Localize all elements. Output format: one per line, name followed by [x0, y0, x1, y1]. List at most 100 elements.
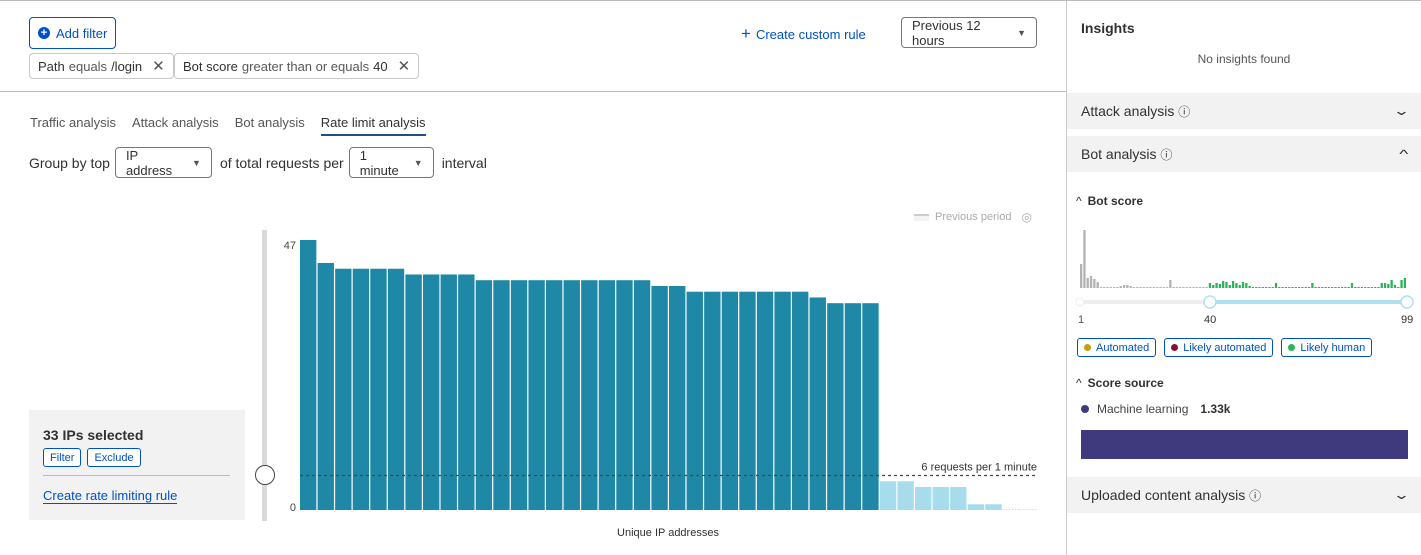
histogram-bar — [1235, 283, 1238, 288]
filter-chip-bot-score[interactable]: Bot score greater than or equals 40 ✕ — [174, 53, 420, 79]
bar[interactable] — [475, 280, 493, 510]
histogram-bar — [1354, 287, 1357, 288]
histogram-bar — [1116, 287, 1119, 288]
bar[interactable] — [405, 274, 422, 510]
bar[interactable] — [862, 303, 879, 510]
filter-chip-path[interactable]: Path equals/login ✕ — [29, 53, 174, 79]
bar[interactable] — [633, 280, 651, 510]
histogram-bar — [1370, 287, 1373, 288]
bar[interactable] — [844, 303, 862, 510]
bar[interactable] — [774, 291, 791, 510]
bar[interactable] — [721, 291, 739, 510]
tab-attack-analysis[interactable]: Attack analysis — [131, 115, 219, 130]
interval-select[interactable]: 1 minute ▼ — [348, 147, 434, 178]
bar[interactable] — [598, 280, 616, 510]
histogram-bar — [1179, 287, 1182, 288]
time-range-select[interactable]: Previous 12 hours ▼ — [901, 17, 1037, 48]
histogram-bar — [1195, 287, 1198, 288]
bar[interactable] — [879, 481, 897, 510]
histogram-bar — [1271, 287, 1274, 288]
bar[interactable] — [563, 280, 580, 510]
add-filter-button[interactable]: + Add filter — [29, 17, 117, 49]
bar[interactable] — [423, 274, 440, 510]
dot-icon — [1084, 344, 1091, 351]
histogram-bar — [1301, 287, 1304, 288]
bar[interactable] — [387, 268, 405, 510]
exclude-button[interactable]: Exclude — [87, 448, 141, 467]
bar[interactable] — [493, 280, 510, 510]
selection-popover: 33 IPs selected Filter Exclude Create ra… — [29, 410, 245, 520]
bar[interactable] — [300, 240, 317, 510]
legend-likely-automated[interactable]: Likely automated — [1164, 338, 1274, 357]
bar[interactable] — [932, 487, 949, 510]
bar[interactable] — [335, 268, 352, 510]
bar[interactable] — [581, 280, 598, 510]
bar[interactable] — [528, 280, 545, 510]
uploaded-content-analysis-header[interactable]: Uploaded content analysis ⓘ ⌄ — [1067, 477, 1421, 513]
histogram-bar — [1284, 287, 1288, 288]
histogram-bar — [1182, 287, 1185, 288]
bar[interactable] — [756, 291, 774, 510]
bar[interactable] — [616, 280, 633, 510]
bar[interactable] — [704, 291, 721, 510]
bar[interactable] — [651, 285, 668, 510]
tab-rate-limit-analysis[interactable]: Rate limit analysis — [320, 115, 426, 136]
bar[interactable] — [352, 268, 370, 510]
histogram-bar — [1132, 287, 1136, 288]
insights-title: Insights — [1081, 20, 1135, 36]
bar[interactable] — [669, 285, 686, 510]
caret-down-icon: ▼ — [1017, 27, 1026, 38]
bar[interactable] — [985, 504, 1002, 510]
attack-analysis-header[interactable]: Attack analysis ⓘ ⌄ — [1067, 93, 1421, 129]
analysis-tabs: Traffic analysis Attack analysis Bot ana… — [30, 115, 426, 136]
close-icon[interactable]: ✕ — [152, 58, 165, 75]
bar[interactable] — [897, 481, 914, 510]
bar[interactable] — [827, 303, 844, 510]
range-low-handle[interactable] — [1203, 295, 1217, 309]
score-source-toggle[interactable]: ^ Score source — [1076, 376, 1164, 390]
histogram-bar — [1281, 287, 1284, 288]
histogram-bar — [1331, 287, 1334, 288]
threshold-slider-handle[interactable] — [255, 465, 275, 485]
histogram-bar — [1377, 287, 1380, 288]
histogram-bar — [1288, 287, 1291, 288]
create-rate-limiting-rule-link[interactable]: Create rate limiting rule — [43, 488, 178, 504]
bar[interactable] — [792, 291, 809, 510]
info-icon: ⓘ — [1249, 488, 1262, 503]
tab-traffic-analysis[interactable]: Traffic analysis — [30, 115, 116, 130]
bar[interactable] — [809, 297, 826, 510]
histogram-bar — [1198, 287, 1202, 288]
bar[interactable] — [317, 262, 334, 510]
range-high-handle[interactable] — [1400, 295, 1414, 309]
bar[interactable] — [686, 291, 703, 510]
legend-automated[interactable]: Automated — [1077, 338, 1157, 357]
y-tick-max: 47 — [284, 240, 296, 252]
legend-likely-human[interactable]: Likely human — [1281, 338, 1373, 357]
bar[interactable] — [458, 274, 475, 510]
tab-bot-analysis[interactable]: Bot analysis — [234, 115, 305, 130]
bar[interactable] — [510, 280, 528, 510]
threshold-slider-track[interactable] — [262, 230, 267, 521]
insights-empty: No insights found — [1197, 52, 1291, 66]
filter-button[interactable]: Filter — [43, 448, 82, 467]
bar[interactable] — [915, 487, 932, 510]
bot-score-toggle[interactable]: ^ Bot score — [1076, 194, 1143, 208]
group-by-field-select[interactable]: IP address ▼ — [114, 147, 212, 178]
bar[interactable] — [440, 274, 457, 510]
bar[interactable] — [546, 280, 563, 510]
bot-analysis-header[interactable]: Bot analysis ⓘ ^ — [1067, 136, 1421, 172]
close-icon[interactable]: ✕ — [397, 58, 411, 75]
bar[interactable] — [370, 268, 387, 510]
range-min-handle[interactable] — [1075, 297, 1085, 307]
histogram-bar — [1321, 287, 1324, 288]
create-custom-rule-link[interactable]: + Create custom rule — [741, 24, 866, 43]
bar[interactable] — [739, 291, 756, 510]
chevron-down-icon: ⌄ — [1392, 487, 1411, 502]
previous-period-toggle[interactable]: Previous period ◎ — [914, 210, 1032, 224]
bar[interactable] — [967, 504, 985, 510]
dot-icon — [1081, 405, 1089, 413]
histogram-bar — [1307, 287, 1311, 288]
histogram-bar — [1228, 285, 1231, 288]
histogram-bar — [1113, 287, 1116, 288]
bar[interactable] — [950, 487, 967, 510]
